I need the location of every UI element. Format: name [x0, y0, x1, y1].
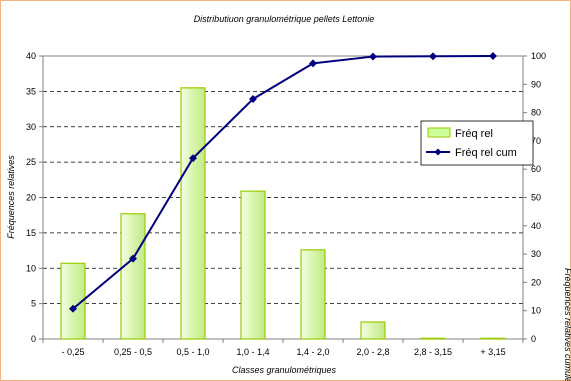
y2-axis-label: Fréquences relatives cumulées	[563, 268, 571, 381]
bar	[241, 191, 265, 339]
chart-title: Distributiuon granulométrique pellets Le…	[194, 14, 375, 24]
legend: Fréq rel Fréq rel cum	[421, 121, 533, 165]
y2-tick-label: 90	[531, 79, 541, 89]
bar	[301, 250, 325, 339]
y-tick-label: 10	[26, 263, 36, 273]
x-tick-label: 2,8 - 3,15	[414, 347, 452, 357]
y2-tick-label: 80	[531, 108, 541, 118]
x-tick-label: 1,4 - 2,0	[296, 347, 329, 357]
y-tick-label: 0	[31, 334, 36, 344]
y2-tick-label: 50	[531, 193, 541, 203]
y-tick-label: 25	[26, 157, 36, 167]
y2-tick-label: 100	[531, 51, 546, 61]
legend-swatch-bar	[428, 128, 450, 137]
line-marker	[429, 52, 437, 60]
line-marker	[489, 52, 497, 60]
line-marker	[369, 53, 377, 61]
x-tick-label: + 3,15	[480, 347, 505, 357]
x-axis-ticks: - 0,25 0,25 - 0,5 0,5 - 1,0 1,0 - 1,4 1,4 - …	[43, 339, 523, 357]
bar	[361, 322, 385, 339]
bar	[121, 214, 145, 339]
y2-tick-label: 40	[531, 221, 541, 231]
legend-label-bar: Fréq rel	[455, 128, 493, 140]
y-axis-label: Fréquences relatives	[6, 155, 16, 239]
y2-tick-label: 10	[531, 306, 541, 316]
x-tick-label: 0,5 - 1,0	[176, 347, 209, 357]
left-axis-ticks: 0 5 10 15 20 25 30 35 40	[26, 51, 43, 344]
x-tick-label: 1,0 - 1,4	[236, 347, 269, 357]
y2-tick-label: 0	[531, 334, 536, 344]
y-tick-label: 20	[26, 193, 36, 203]
y2-tick-label: 60	[531, 164, 541, 174]
x-tick-label: 2,0 - 2,8	[356, 347, 389, 357]
y-tick-label: 35	[26, 86, 36, 96]
x-tick-label: 0,25 - 0,5	[114, 347, 152, 357]
x-tick-label: - 0,25	[61, 347, 84, 357]
legend-label-line: Fréq rel cum	[455, 147, 517, 159]
x-axis-label: Classes granulométriques	[232, 365, 337, 375]
y-tick-label: 40	[26, 51, 36, 61]
y2-tick-label: 20	[531, 277, 541, 287]
y-tick-label: 15	[26, 228, 36, 238]
bar	[181, 88, 205, 339]
y-tick-label: 30	[26, 122, 36, 132]
bar	[481, 338, 505, 339]
bar	[421, 338, 445, 339]
y-tick-label: 5	[31, 299, 36, 309]
y2-tick-label: 30	[531, 249, 541, 259]
